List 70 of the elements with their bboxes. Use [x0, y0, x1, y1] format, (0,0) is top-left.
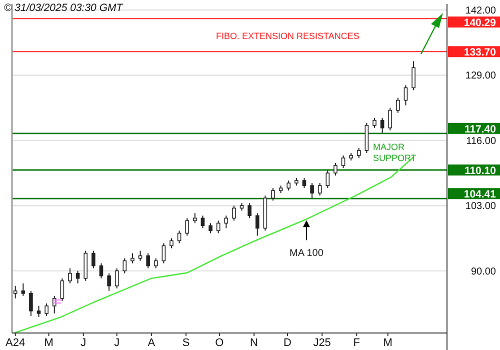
- candlestick: [396, 97, 400, 114]
- ref-line-label: 110.10: [464, 165, 496, 178]
- candlestick: [248, 202, 252, 219]
- x-tick-label: A24: [6, 337, 26, 349]
- candlestick: [326, 170, 330, 189]
- candlestick: [302, 178, 306, 189]
- candlestick: [412, 60, 416, 91]
- x-tick-label: J25: [313, 337, 331, 349]
- annotation: MA 100: [290, 248, 324, 260]
- candlestick: [29, 290, 33, 316]
- candlestick: [318, 182, 322, 196]
- x-tick-label: S: [182, 337, 190, 349]
- y-tick-label: 129.00: [465, 70, 496, 82]
- annotation: MAJOR SUPPORT: [373, 142, 417, 164]
- x-tick-label: M: [44, 337, 54, 349]
- candlestick: [60, 278, 64, 302]
- candlestick: [404, 84, 408, 106]
- x-tick-label: J: [114, 337, 120, 349]
- candlestick: [146, 252, 150, 269]
- candlestick: [107, 272, 111, 292]
- candlestick: [36, 305, 41, 318]
- candlestick: [92, 250, 96, 269]
- candlestick: [271, 188, 275, 202]
- ref-line-label: 133.70: [464, 46, 496, 59]
- candlestick: [232, 205, 236, 222]
- x-tick-label: N: [250, 337, 258, 349]
- candlestick: [122, 258, 127, 274]
- x-tick-label: M: [383, 337, 392, 349]
- candlestick: [193, 212, 197, 224]
- candlestick: [99, 262, 104, 279]
- candlestick: [21, 282, 26, 296]
- candlestick: [68, 268, 72, 284]
- candlestick: [162, 242, 166, 264]
- x-tick-label: J: [80, 337, 86, 349]
- candlestick: [380, 117, 384, 134]
- ref-line-label: 117.40: [464, 123, 496, 136]
- annotation: © 31/03/2025 03:30 GMT: [4, 2, 124, 14]
- candlestick: [208, 222, 212, 234]
- candlestick: [76, 270, 80, 284]
- candlestick: [388, 107, 392, 131]
- ref-line-label: 140.29: [464, 17, 496, 30]
- x-tick-label: O: [215, 337, 224, 349]
- x-tick-label: D: [284, 337, 292, 349]
- candlestick: [114, 268, 119, 289]
- candlestick: [44, 302, 48, 316]
- annotation: FIBO. EXTENSION RESISTANCES: [216, 31, 360, 42]
- x-tick-label: F: [353, 337, 360, 349]
- candlestick: [255, 212, 260, 236]
- candlestick: [216, 220, 220, 234]
- candlestick: [341, 154, 346, 168]
- candlestick: [224, 215, 228, 229]
- y-tick-label: 90.00: [470, 266, 496, 278]
- line-series: [14, 156, 414, 334]
- candlestick: [185, 218, 190, 236]
- y-tick-label: 103.00: [465, 201, 496, 212]
- x-tick-label: A: [148, 337, 156, 349]
- candlestick: [170, 238, 174, 249]
- candlestick: [154, 258, 158, 269]
- y-tick-label: 142.00: [465, 6, 496, 17]
- candlestick: [177, 230, 182, 244]
- candlestick: [13, 285, 18, 299]
- candlestick: [372, 117, 376, 128]
- candlestick: [334, 162, 338, 176]
- candlestick: [356, 147, 361, 158]
- candlestick: [130, 252, 134, 264]
- y-tick-label: 116.00: [466, 136, 496, 147]
- candlestick: [310, 182, 314, 200]
- candlestick: [286, 180, 291, 192]
- ref-line-label: 104.41: [464, 188, 496, 201]
- candlestick: [200, 215, 205, 229]
